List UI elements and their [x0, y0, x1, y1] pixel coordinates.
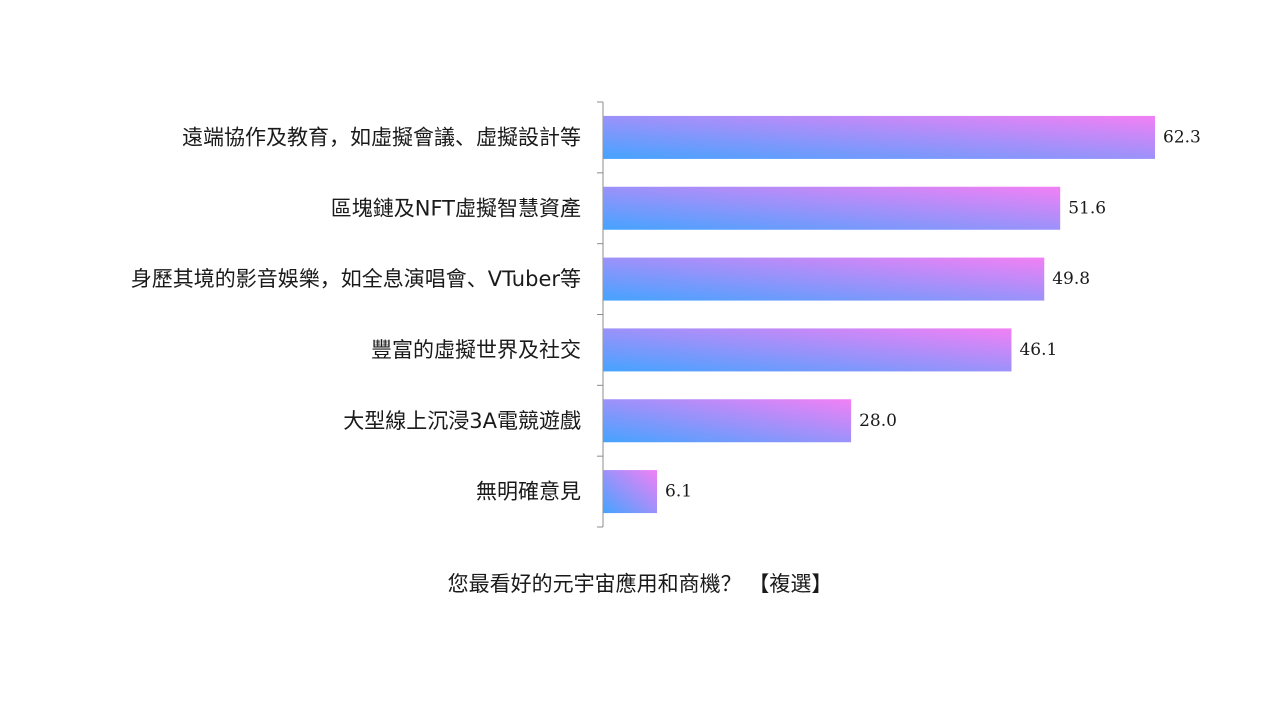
data-label: 6.1 — [665, 482, 692, 502]
data-label: 49.8 — [1052, 269, 1090, 289]
category-label: 豐富的虛擬世界及社交 — [371, 338, 581, 362]
value-labels: 62.3 51.6 49.8 46.1 28.0 6.1 — [665, 127, 1201, 501]
data-label: 62.3 — [1163, 127, 1201, 147]
data-label: 46.1 — [1019, 340, 1057, 360]
y-axis — [597, 101, 604, 528]
bars — [603, 115, 1155, 514]
category-label: 區塊鏈及NFT虛擬智慧資產 — [331, 196, 581, 220]
bar — [603, 186, 1061, 230]
category-label: 遠端協作及教育，如虛擬會議、虛擬設計等 — [182, 125, 581, 149]
category-label: 身歷其境的影音娛樂，如全息演唱會、VTuber等 — [131, 267, 581, 291]
bar — [603, 470, 658, 514]
category-label: 大型線上沉浸3A電競遊戲 — [343, 409, 581, 433]
bar — [603, 328, 1012, 372]
data-label: 51.6 — [1068, 198, 1106, 218]
bar — [603, 115, 1155, 159]
category-label: 無明確意見 — [476, 480, 581, 504]
bar — [603, 257, 1045, 301]
data-label: 28.0 — [859, 411, 897, 431]
bar — [603, 399, 852, 443]
chart-title: 您最看好的元宇宙應用和商機？ 【複選】 — [447, 572, 833, 596]
category-labels: 遠端協作及教育，如虛擬會議、虛擬設計等區塊鏈及NFT虛擬智慧資產身歷其境的影音娛… — [131, 125, 581, 503]
